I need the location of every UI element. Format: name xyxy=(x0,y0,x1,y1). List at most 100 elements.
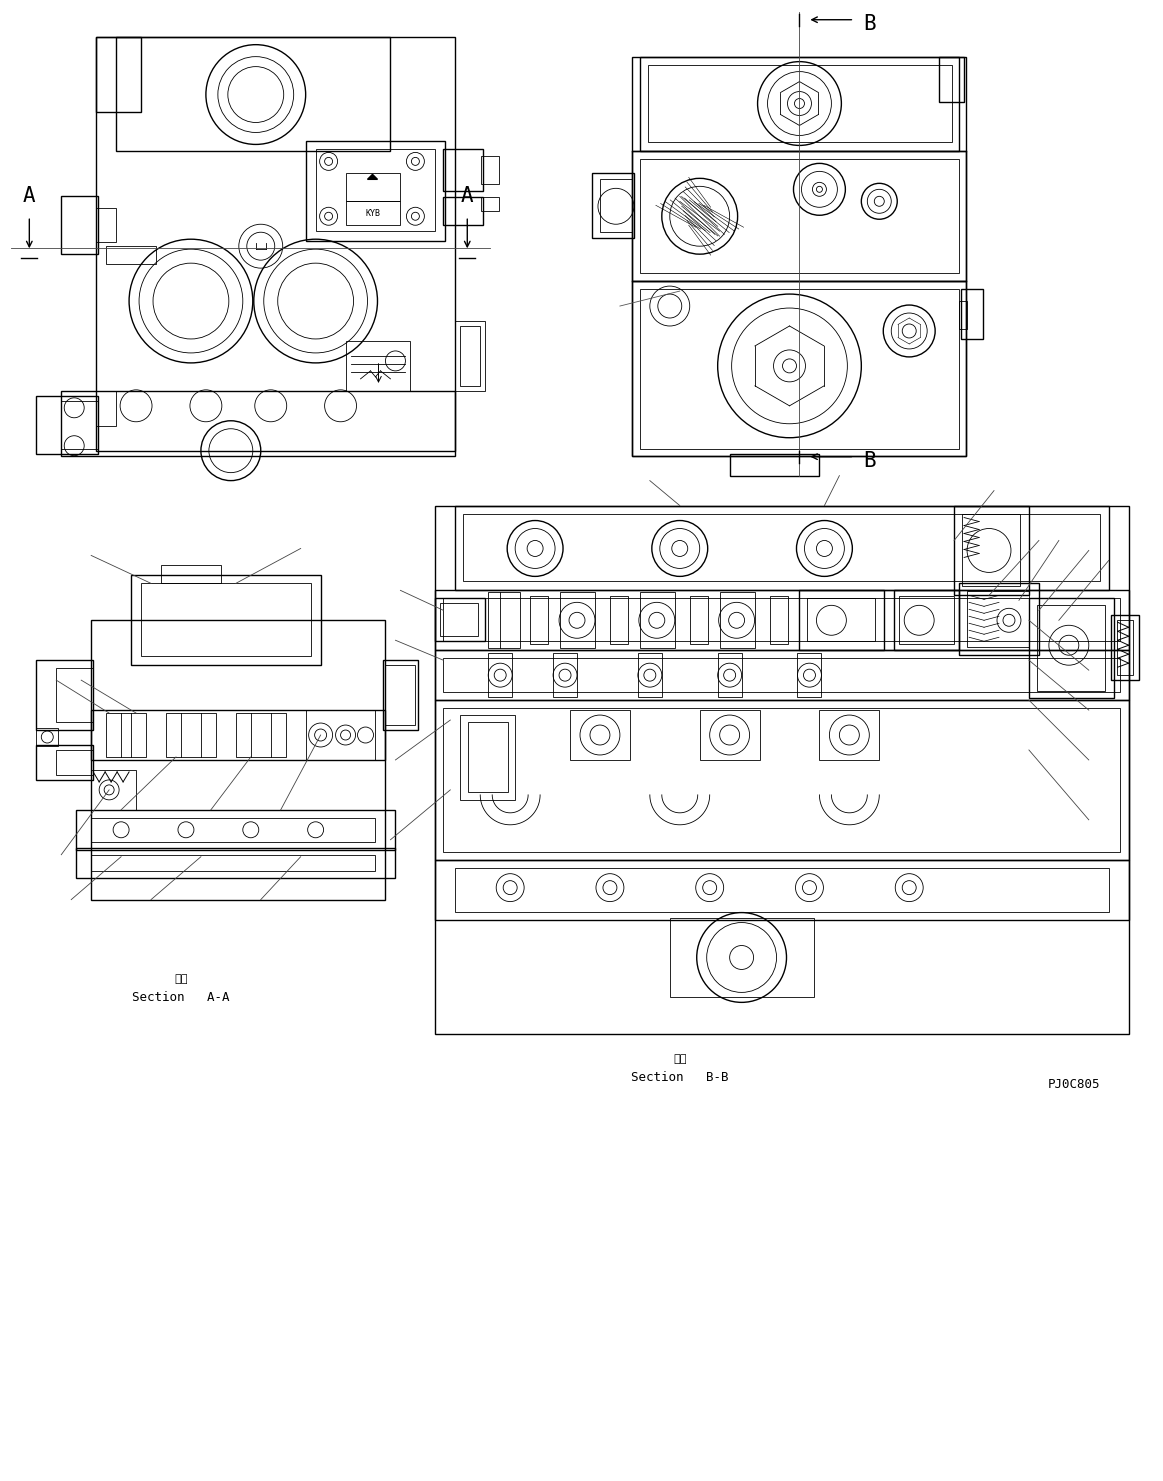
Bar xyxy=(91,818,376,841)
Bar xyxy=(62,197,98,255)
Bar xyxy=(961,289,983,339)
Bar xyxy=(469,723,508,792)
Bar xyxy=(954,505,1029,595)
Bar xyxy=(435,650,1128,701)
Bar xyxy=(670,918,814,997)
Bar xyxy=(718,653,742,698)
Bar xyxy=(798,653,821,698)
Bar xyxy=(77,810,395,850)
Bar xyxy=(306,141,445,241)
Bar xyxy=(91,621,385,899)
Bar xyxy=(899,597,954,644)
Text: B: B xyxy=(863,450,876,471)
Bar xyxy=(700,709,759,760)
Bar xyxy=(236,712,286,757)
Bar xyxy=(97,209,116,243)
Bar xyxy=(570,709,630,760)
Bar xyxy=(1037,606,1105,692)
Bar xyxy=(481,157,499,184)
Bar xyxy=(97,391,116,425)
Bar xyxy=(1111,615,1139,680)
Bar xyxy=(345,201,400,225)
Bar xyxy=(632,56,966,456)
Bar xyxy=(443,598,1120,641)
Bar xyxy=(91,709,385,760)
Bar xyxy=(441,603,478,637)
Bar xyxy=(91,855,376,871)
Text: KYB: KYB xyxy=(365,209,380,218)
Text: A: A xyxy=(23,187,36,206)
Text: PJ0C805: PJ0C805 xyxy=(1048,1078,1100,1090)
Bar xyxy=(962,514,1020,586)
Bar xyxy=(455,868,1108,912)
Bar xyxy=(36,745,93,780)
Bar xyxy=(640,289,959,449)
Bar xyxy=(820,709,879,760)
Bar xyxy=(443,658,1120,692)
Bar xyxy=(799,591,884,650)
Bar xyxy=(592,173,634,238)
Bar xyxy=(160,566,221,584)
Bar xyxy=(488,592,520,649)
Bar xyxy=(770,597,787,644)
Bar xyxy=(443,708,1120,852)
Bar xyxy=(729,453,820,475)
Bar xyxy=(640,592,675,649)
Bar xyxy=(461,326,480,387)
Bar xyxy=(461,715,515,800)
Bar xyxy=(306,709,376,760)
Bar xyxy=(968,591,1029,647)
Bar xyxy=(36,729,58,746)
Bar xyxy=(640,56,959,151)
Bar xyxy=(62,401,98,449)
Bar xyxy=(959,584,1039,655)
Bar xyxy=(141,584,311,656)
Text: 断面: 断面 xyxy=(673,1054,686,1065)
Bar xyxy=(443,197,484,225)
Bar xyxy=(481,197,499,212)
Bar xyxy=(640,160,959,273)
Bar xyxy=(637,653,662,698)
Bar xyxy=(97,37,141,111)
Bar xyxy=(720,592,755,649)
Bar xyxy=(435,591,1128,650)
Bar xyxy=(959,56,964,102)
Polygon shape xyxy=(368,175,378,179)
Text: Section   A-A: Section A-A xyxy=(133,991,230,1004)
Text: A: A xyxy=(461,187,473,206)
Bar xyxy=(77,847,395,878)
Bar xyxy=(131,576,321,665)
Bar xyxy=(345,341,411,391)
Bar xyxy=(384,661,419,730)
Bar xyxy=(91,770,136,810)
Bar xyxy=(959,301,968,329)
Bar xyxy=(455,505,1108,591)
Bar xyxy=(530,597,548,644)
Bar xyxy=(940,56,964,102)
Bar xyxy=(116,37,391,151)
Bar xyxy=(609,597,628,644)
Bar xyxy=(166,712,216,757)
Bar xyxy=(97,37,455,450)
Bar xyxy=(443,150,484,191)
Bar xyxy=(385,665,415,726)
Bar xyxy=(488,653,512,698)
Bar xyxy=(690,597,708,644)
Bar xyxy=(106,712,147,757)
Bar xyxy=(807,598,876,641)
Bar xyxy=(455,321,485,391)
Bar xyxy=(56,749,93,775)
Bar xyxy=(1116,621,1133,675)
Bar xyxy=(435,505,1128,1034)
Bar xyxy=(106,246,156,264)
Bar xyxy=(435,598,485,641)
Bar xyxy=(36,661,93,730)
Bar xyxy=(435,859,1128,920)
Bar xyxy=(632,151,966,281)
Bar xyxy=(561,592,595,649)
Bar xyxy=(435,701,1128,859)
Bar xyxy=(632,281,966,456)
Text: B: B xyxy=(863,13,876,34)
Bar xyxy=(648,65,952,142)
Bar xyxy=(554,653,577,698)
